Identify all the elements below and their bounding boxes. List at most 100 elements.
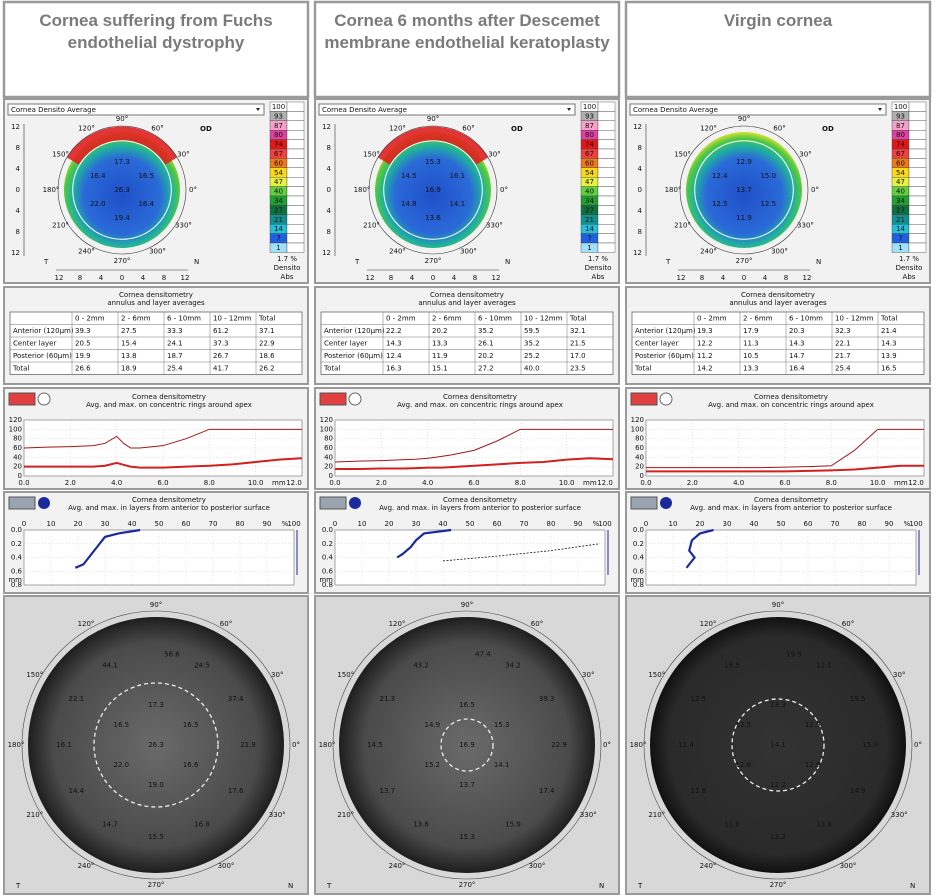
- gray-value: 15.5: [148, 833, 164, 841]
- gray-angle-label: 60°: [842, 620, 854, 628]
- scale-stripe: [598, 121, 615, 130]
- scale-stripe: [287, 196, 304, 205]
- scale-percent: 1.7 %: [277, 255, 297, 263]
- gray-angle-label: 120°: [700, 620, 717, 628]
- table-header: 2 - 6mm: [432, 314, 462, 322]
- eye-label: OD: [511, 125, 523, 133]
- gray-value: 14.1: [770, 741, 786, 749]
- map-x-tick: 12: [803, 274, 812, 282]
- gray-angle-label: 0°: [914, 741, 922, 749]
- gray-value: 12.9: [805, 721, 821, 729]
- layers-x-tick: 0: [644, 520, 648, 528]
- rings-x-tick: 6.0: [779, 479, 790, 487]
- gray-value: 14.5: [367, 741, 383, 749]
- map-value: 13.6: [425, 214, 441, 222]
- scale-label: 54: [585, 169, 594, 177]
- layers-x-tick: 50: [466, 520, 475, 528]
- map-value: 16.4: [138, 200, 154, 208]
- layers-x-tick: 70: [209, 520, 218, 528]
- map-x-tick: 8: [784, 274, 788, 282]
- gray-value: 14.9: [850, 787, 866, 795]
- gray-value: 16.5: [459, 701, 475, 709]
- table-row-label: Center layer: [13, 339, 56, 347]
- scale-label: 67: [896, 150, 905, 158]
- table-cell: 37.1: [259, 327, 275, 335]
- angle-label: 60°: [462, 125, 474, 133]
- table-cell: 11.3: [743, 339, 759, 347]
- gray-angle-label: 150°: [648, 671, 665, 679]
- angle-label: 300°: [460, 247, 477, 255]
- gray-angle-label: 150°: [26, 671, 43, 679]
- table-row-label: Total: [323, 364, 340, 372]
- scale-stripe: [598, 196, 615, 205]
- table-cell: 14.3: [789, 339, 805, 347]
- gray-angle-label: 120°: [389, 620, 406, 628]
- scale-unit: Abs: [592, 273, 605, 281]
- rings-y-tick: 20: [13, 463, 22, 471]
- table-title: Cornea densitometry: [430, 291, 504, 299]
- map-x-tick: 4: [763, 274, 768, 282]
- layers-x-tick: 70: [520, 520, 529, 528]
- scale-stripe: [909, 234, 926, 243]
- map-x-tick: 4: [141, 274, 146, 282]
- gray-angle-label: 240°: [700, 862, 717, 870]
- layers-x-tick: 80: [236, 520, 245, 528]
- table-header: 6 - 10mm: [789, 314, 823, 322]
- gray-angle-label: 270°: [770, 881, 787, 889]
- table-cell: 19.9: [75, 352, 91, 360]
- rings-subtitle: Avg. and max. on concentric rings around…: [708, 401, 874, 409]
- map-y-tick: 4: [327, 165, 332, 173]
- angle-label: 180°: [43, 186, 60, 194]
- table-cell: 22.2: [386, 327, 402, 335]
- ring-icon-target: [349, 393, 361, 405]
- table-cell: 16.3: [386, 364, 402, 372]
- scale-stripe: [598, 130, 615, 139]
- table-cell: 13.8: [121, 352, 137, 360]
- scale-stripe: [287, 121, 304, 130]
- scale-unit: Densito: [585, 264, 612, 272]
- angle-label: 210°: [363, 222, 380, 230]
- scale-stripe: [598, 168, 615, 177]
- gray-value: 19.5: [850, 695, 866, 703]
- gray-angle-label: 30°: [271, 671, 283, 679]
- layers-x-label: %: [593, 520, 600, 528]
- layers-x-tick: 40: [128, 520, 137, 528]
- table-row-label: Total: [12, 364, 29, 372]
- angle-label: 30°: [488, 151, 500, 159]
- layer-icon: [631, 497, 657, 509]
- map-value: 16.4: [90, 172, 106, 180]
- layer-icon: [320, 497, 346, 509]
- layers-y-tick: 0.0: [11, 526, 22, 534]
- gray-value: 13.7: [380, 787, 396, 795]
- table-cell: 15.4: [121, 339, 137, 347]
- scale-label: 80: [896, 131, 905, 139]
- scale-stripe: [598, 177, 615, 186]
- rings-title: Cornea densitometry: [443, 393, 517, 401]
- map-x-tick: 4: [721, 274, 726, 282]
- scale-stripe: [598, 215, 615, 224]
- gray-value: 14.7: [102, 821, 118, 829]
- table-row-label: Posterior (60µm): [324, 352, 383, 360]
- dropdown-text: Cornea Densito Average: [633, 106, 718, 114]
- gray-value: 13.6: [413, 821, 429, 829]
- table-cell: 17.0: [570, 352, 586, 360]
- layers-title: Cornea densitometry: [754, 496, 828, 504]
- map-y-tick: 4: [638, 165, 643, 173]
- scale-stripe: [909, 177, 926, 186]
- rings-x-tick: 4.0: [111, 479, 122, 487]
- gray-value: 15.9: [505, 821, 521, 829]
- map-y-tick: 12: [322, 123, 331, 131]
- ring-icon: [320, 393, 346, 405]
- eye-label: OD: [200, 125, 212, 133]
- table-row-label: Total: [634, 364, 651, 372]
- column-title: Cornea suffering from Fuchs endothelial …: [8, 4, 304, 94]
- ring-icon-target: [660, 393, 672, 405]
- layers-y-tick: 0.4: [322, 554, 334, 562]
- table-subtitle: annulus and layer averages: [107, 299, 205, 307]
- scale-stripe: [598, 243, 615, 252]
- map-value: 16.5: [138, 172, 154, 180]
- gray-value: 22.1: [69, 695, 85, 703]
- gray-angle-label: 300°: [218, 862, 235, 870]
- map-x-tick: 4: [410, 274, 415, 282]
- angle-label: 180°: [354, 186, 371, 194]
